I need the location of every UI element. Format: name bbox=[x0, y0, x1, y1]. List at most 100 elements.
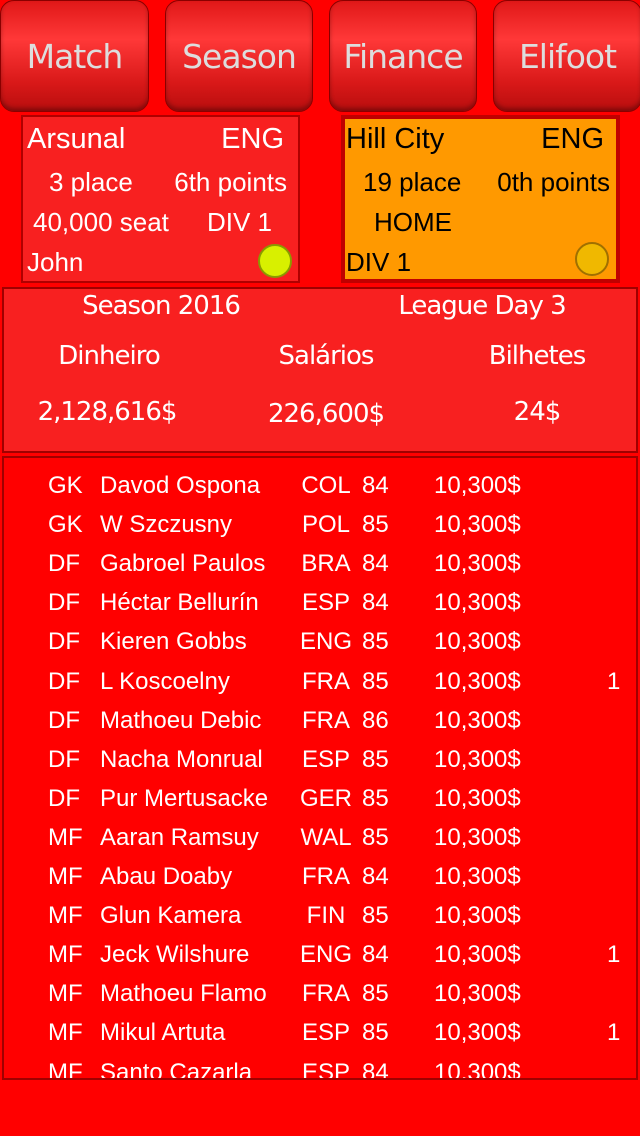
team-points: 6th points bbox=[174, 167, 287, 197]
league-day-label: League Day 3 bbox=[398, 291, 566, 321]
player-row[interactable]: MF Aaran Ramsuy WAL 85 10,300$ bbox=[4, 818, 636, 857]
player-position: GK bbox=[48, 472, 83, 499]
match-button[interactable]: Match bbox=[0, 0, 149, 112]
player-rating: 84 bbox=[362, 941, 389, 969]
player-position: DF bbox=[48, 589, 80, 617]
player-row[interactable]: GK W Szczusny POL 85 10,300$ bbox=[4, 505, 636, 544]
player-name: Mikul Artuta bbox=[100, 1019, 226, 1047]
player-row[interactable]: DF Pur Mertusacke GER 85 10,300$ bbox=[4, 779, 636, 818]
player-row[interactable]: DF Kieren Gobbs ENG 85 10,300$ bbox=[4, 622, 636, 661]
player-rating: 84 bbox=[362, 863, 389, 890]
manager-name: John bbox=[27, 247, 84, 277]
player-position: DF bbox=[48, 628, 80, 656]
player-salary: 10,300$ bbox=[434, 941, 521, 969]
player-salary: 10,300$ bbox=[434, 823, 521, 851]
season-button[interactable]: Season bbox=[165, 0, 313, 112]
player-rating: 85 bbox=[362, 784, 389, 812]
opponent-indicator bbox=[575, 242, 609, 276]
player-nationality: FRA bbox=[302, 667, 350, 695]
player-position: MF bbox=[48, 902, 83, 930]
player-rating: 85 bbox=[362, 980, 389, 1008]
player-rating: 84 bbox=[362, 589, 389, 617]
player-salary: 10,300$ bbox=[434, 980, 521, 1008]
player-salary: 10,300$ bbox=[434, 667, 521, 695]
opponent-card: Hill City ENG 19 place 0th points HOME D… bbox=[341, 115, 620, 283]
player-nationality: GER bbox=[299, 784, 353, 812]
tickets-label: Bilhetes bbox=[488, 341, 586, 371]
player-name: Kieren Gobbs bbox=[100, 628, 247, 656]
player-row[interactable]: DF Mathoeu Debic FRA 86 10,300$ bbox=[4, 701, 636, 740]
player-rating: 85 bbox=[362, 823, 389, 851]
player-position: MF bbox=[48, 823, 83, 851]
player-position: GK bbox=[48, 511, 83, 539]
player-position: DF bbox=[48, 550, 80, 578]
player-row[interactable]: MF Mikul Artuta ESP 85 10,300$ 1 bbox=[4, 1013, 636, 1052]
player-salary: 10,300$ bbox=[434, 706, 521, 734]
player-nationality: ENG bbox=[299, 628, 353, 656]
player-nationality: FRA bbox=[302, 706, 350, 734]
player-extra: 1 bbox=[607, 1019, 621, 1047]
player-rating: 85 bbox=[362, 902, 389, 930]
player-name: Mathoeu Debic bbox=[100, 706, 262, 734]
player-name: Héctar Bellurín bbox=[100, 589, 259, 617]
player-row[interactable]: DF Héctar Bellurín ESP 84 10,300$ bbox=[4, 583, 636, 622]
player-row[interactable]: DF Nacha Monrual ESP 85 10,300$ bbox=[4, 740, 636, 779]
player-rating: 86 bbox=[362, 706, 389, 734]
player-salary: 10,300$ bbox=[434, 784, 521, 812]
player-position: MF bbox=[48, 1058, 83, 1080]
player-position: MF bbox=[48, 1019, 83, 1047]
player-position: DF bbox=[48, 706, 80, 734]
player-row[interactable]: MF Glun Kamera FIN 85 10,300$ bbox=[4, 896, 636, 935]
player-rating: 85 bbox=[362, 667, 389, 695]
player-row[interactable]: MF Jeck Wilshure ENG 84 10,300$ 1 bbox=[4, 935, 636, 974]
player-nationality: COL bbox=[301, 472, 351, 499]
player-salary: 10,300$ bbox=[434, 863, 521, 890]
player-salary: 10,300$ bbox=[434, 745, 521, 773]
player-rating: 85 bbox=[362, 1019, 389, 1047]
player-extra: 1 bbox=[607, 941, 621, 969]
opponent-points: 0th points bbox=[497, 167, 610, 197]
season-label: Season 2016 bbox=[82, 291, 241, 321]
finance-button[interactable]: Finance bbox=[329, 0, 477, 112]
player-nationality: FRA bbox=[302, 863, 350, 890]
player-name: Aaran Ramsuy bbox=[100, 823, 259, 851]
tickets-value: 24$ bbox=[513, 397, 562, 427]
player-extra: 1 bbox=[607, 667, 621, 695]
player-salary: 10,300$ bbox=[434, 472, 521, 499]
player-row[interactable]: MF Mathoeu Flamo FRA 85 10,300$ bbox=[4, 974, 636, 1013]
player-salary: 10,300$ bbox=[434, 589, 521, 617]
money-value: 2,128,616$ bbox=[37, 397, 178, 427]
player-list[interactable]: GK Davod Ospona COL 84 10,300$ GK W Szczusny PO… bbox=[2, 456, 638, 1080]
player-name: Davod Ospona bbox=[100, 472, 261, 499]
player-row[interactable]: GK Davod Ospona COL 84 10,300$ bbox=[4, 466, 636, 505]
player-rating: 85 bbox=[362, 511, 389, 539]
player-salary: 10,300$ bbox=[434, 1058, 521, 1080]
player-position: MF bbox=[48, 980, 83, 1008]
player-salary: 10,300$ bbox=[434, 628, 521, 656]
opponent-division: DIV 1 bbox=[346, 247, 412, 277]
match-venue: HOME bbox=[374, 207, 452, 237]
stadium-seats: 40,000 seat bbox=[33, 207, 169, 237]
status-indicator bbox=[258, 244, 292, 278]
player-nationality: ENG bbox=[299, 941, 353, 969]
player-name: Mathoeu Flamo bbox=[100, 980, 267, 1008]
salaries-label: Salários bbox=[278, 341, 375, 371]
player-rating: 85 bbox=[362, 628, 389, 656]
player-nationality: ESP bbox=[301, 1019, 351, 1047]
player-row[interactable]: DF Gabroel Paulos BRA 84 10,300$ bbox=[4, 544, 636, 583]
player-nationality: POL bbox=[301, 511, 351, 539]
player-name: Glun Kamera bbox=[100, 902, 242, 930]
player-name: Santo Cazarla bbox=[100, 1058, 253, 1080]
player-nationality: ESP bbox=[301, 1058, 351, 1080]
player-name: Jeck Wilshure bbox=[100, 941, 250, 969]
player-nationality: ESP bbox=[301, 745, 351, 773]
player-row[interactable]: MF Santo Cazarla ESP 84 10,300$ bbox=[4, 1053, 636, 1080]
player-position: MF bbox=[48, 941, 83, 969]
player-name: Pur Mertusacke bbox=[100, 784, 269, 812]
player-row[interactable]: DF L Koscoelny FRA 85 10,300$ 1 bbox=[4, 662, 636, 701]
finance-panel: Season 2016 League Day 3 Dinheiro Salári… bbox=[2, 287, 638, 453]
elifoot-button[interactable]: Elifoot bbox=[493, 0, 640, 112]
player-nationality: BRA bbox=[301, 550, 351, 578]
player-row[interactable]: MF Abau Doaby FRA 84 10,300$ bbox=[4, 857, 636, 896]
player-nationality: WAL bbox=[300, 823, 352, 851]
